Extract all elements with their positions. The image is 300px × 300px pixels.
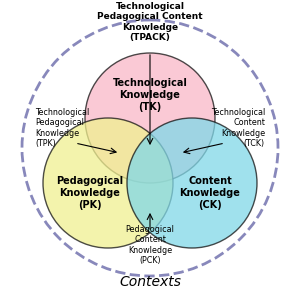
Text: Content
Knowledge
(CK): Content Knowledge (CK) — [180, 176, 240, 210]
Text: Technological
Pedagogical
Knowledge
(TPK): Technological Pedagogical Knowledge (TPK… — [35, 108, 89, 148]
Text: Technological
Knowledge
(TK): Technological Knowledge (TK) — [112, 78, 188, 112]
Text: Pedagogical
Knowledge
(PK): Pedagogical Knowledge (PK) — [56, 176, 124, 210]
Circle shape — [85, 53, 215, 183]
Text: Contexts: Contexts — [119, 275, 181, 289]
Circle shape — [43, 118, 173, 248]
Circle shape — [127, 118, 257, 248]
Text: Technological
Content
Knowledge
(TCK): Technological Content Knowledge (TCK) — [211, 108, 265, 148]
Text: Pedagogical
Content
Knowledge
(PCK): Pedagogical Content Knowledge (PCK) — [126, 225, 174, 265]
Text: Technological
Pedagogical Content
Knowledge
(TPACK): Technological Pedagogical Content Knowle… — [97, 2, 203, 42]
